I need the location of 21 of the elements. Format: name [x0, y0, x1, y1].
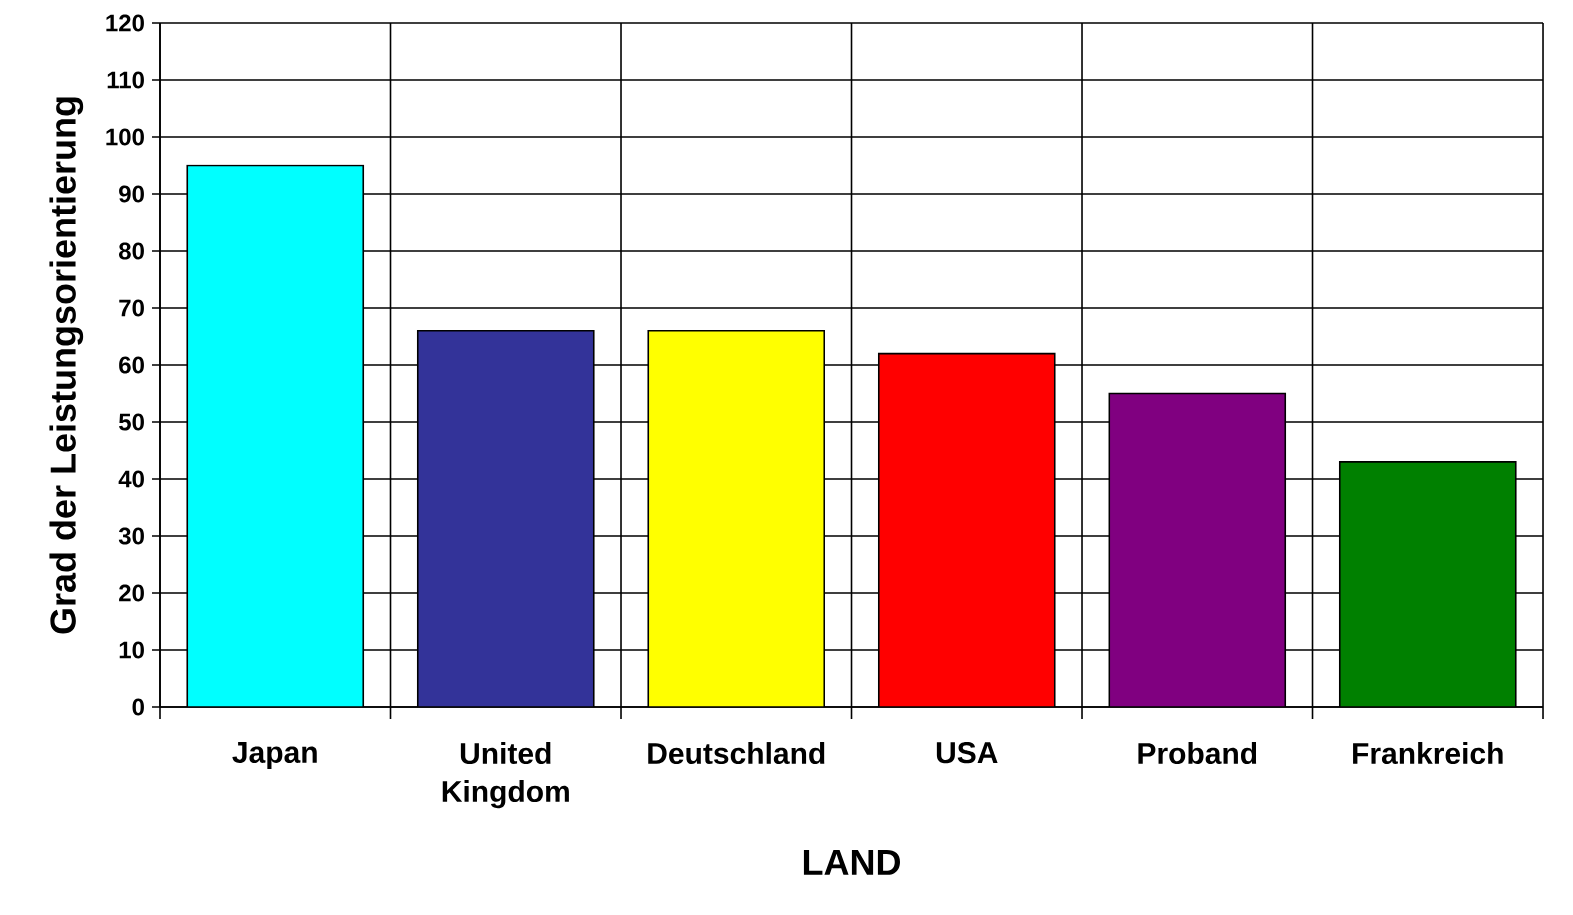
y-tick-label: 50	[118, 413, 144, 431]
y-tick-label: 10	[119, 641, 144, 659]
y-tick-label: 110	[107, 71, 144, 89]
x-tick-label: United Kingdom	[442, 742, 569, 809]
y-axis-title: Grad der Leistungsorientierung	[49, 97, 84, 634]
x-tick-label: Frankreich	[1353, 742, 1503, 765]
x-tick-label: Proband	[1138, 742, 1257, 765]
y-tick-label: 60	[119, 356, 144, 374]
y-tick-label: 40	[118, 470, 144, 488]
y-tick-label: 0	[132, 698, 144, 716]
y-tick-label: 90	[119, 185, 144, 203]
x-tick-label: USA	[936, 742, 998, 764]
y-tick-label: 120	[106, 14, 144, 32]
x-tick-label: Deutschland	[648, 742, 825, 765]
y-tick-label: 20	[119, 584, 144, 602]
x-axis-title: LAND	[803, 849, 900, 875]
y-tick-label: 100	[106, 128, 144, 146]
x-tick-label: Japan	[232, 742, 317, 769]
y-tick-label: 80	[118, 242, 144, 260]
y-tick-label: 70	[119, 299, 144, 317]
y-tick-label: 30	[118, 527, 144, 545]
